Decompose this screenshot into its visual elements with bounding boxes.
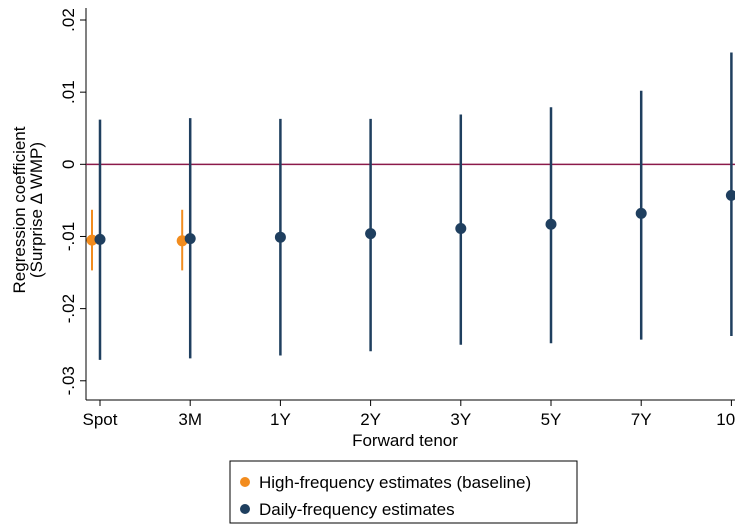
daily-frequency-point [635, 207, 647, 219]
legend: High-frequency estimates (baseline) Dail… [229, 460, 578, 524]
axes: .02 .01 0 -.01 -.02 -.03 Spot 3M 1Y 2Y 3Y 5Y 7Y 10Y [59, 8, 735, 429]
daily-frequency-point [365, 228, 377, 240]
legend-label-high-frequency: High-frequency estimates (baseline) [259, 473, 531, 492]
daily-frequency-point [725, 189, 735, 201]
daily-frequency-point [94, 233, 106, 245]
x-tick-label: 10Y [716, 410, 735, 429]
y-tick-label: -.03 [59, 366, 78, 395]
y-tick-label: 0 [59, 160, 78, 169]
legend-marker-daily-frequency [240, 504, 250, 514]
legend-box [229, 460, 578, 524]
x-tick-label: 3Y [450, 410, 471, 429]
x-tick-label: 2Y [360, 410, 381, 429]
chart-marks [86, 52, 735, 360]
legend-label-daily-frequency: Daily-frequency estimates [259, 500, 455, 519]
daily-frequency-point [455, 223, 467, 235]
high-frequency-point [86, 234, 98, 246]
daily-frequency-point [274, 231, 286, 243]
x-tick-label: Spot [83, 410, 118, 429]
y-tick-label: -.01 [59, 222, 78, 251]
x-tick-label: 3M [178, 410, 202, 429]
y-axis-title-line-2: (Surprise Δ WMP) [27, 142, 46, 278]
daily-frequency-point [184, 233, 196, 245]
x-tick-label: 1Y [270, 410, 291, 429]
y-tick-label: .02 [59, 8, 78, 32]
x-axis-title: Forward tenor [352, 431, 458, 450]
y-axis-title-line-1: Regression coefficient [10, 126, 29, 293]
legend-marker-high-frequency [240, 477, 250, 487]
x-tick-label: 5Y [541, 410, 562, 429]
y-tick-label: .01 [59, 80, 78, 104]
y-axis-title-group: Regression coefficient (Surprise Δ WMP) [10, 126, 46, 293]
x-tick-label: 7Y [631, 410, 652, 429]
y-tick-label: -.02 [59, 294, 78, 323]
daily-frequency-point [545, 218, 557, 230]
